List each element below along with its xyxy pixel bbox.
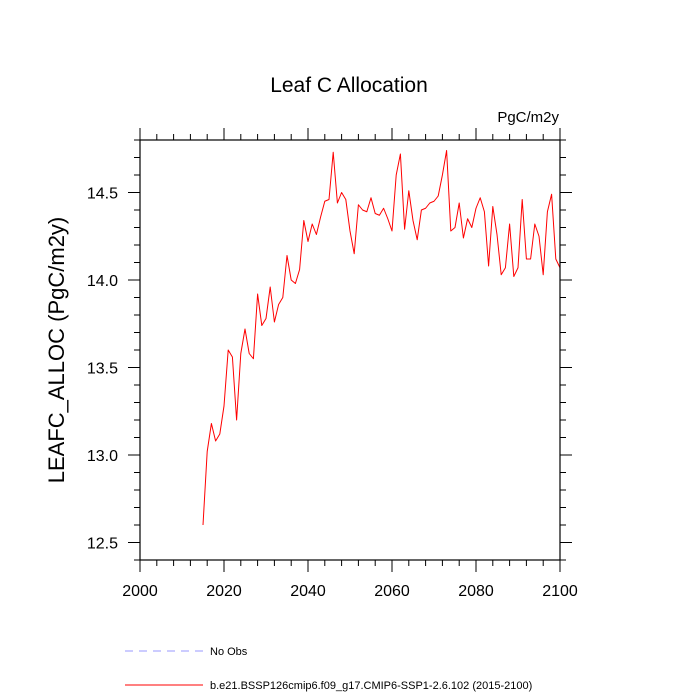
x-tick-label: 2000 [122,583,158,600]
x-tick-label: 2040 [290,583,326,600]
x-tick-label: 2100 [542,583,578,600]
axis-tick-labels: 2000 2020 2040 2060 2080 2100 12.5 13.0 13.5 14.0… [87,186,578,601]
x-tick-label: 2060 [374,583,410,600]
chart-title: Leaf C Allocation [270,74,428,97]
y-tick-label: 14.5 [87,186,118,203]
y-tick-label: 13.5 [87,361,118,378]
legend-label-run: b.e21.BSSP126cmip6.f09_g17.CMIP6-SSP1-2.… [210,680,532,692]
y-tick-label: 14.0 [87,273,118,290]
legend: No Obs b.e21.BSSP126cmip6.f09_g17.CMIP6-… [125,646,532,692]
y-tick-label: 12.5 [87,536,118,553]
legend-label-no-obs: No Obs [210,646,248,658]
x-tick-label: 2080 [458,583,494,600]
units-label: PgC/m2y [497,109,559,126]
plot-frame [139,139,561,561]
axis-ticks [128,128,572,572]
x-tick-label: 2020 [206,583,242,600]
y-tick-label: 13.0 [87,448,118,465]
y-axis-label: LEAFC_ALLOC (PgC/m2y) [44,217,69,484]
series-group [202,150,561,526]
series-line [202,150,561,526]
